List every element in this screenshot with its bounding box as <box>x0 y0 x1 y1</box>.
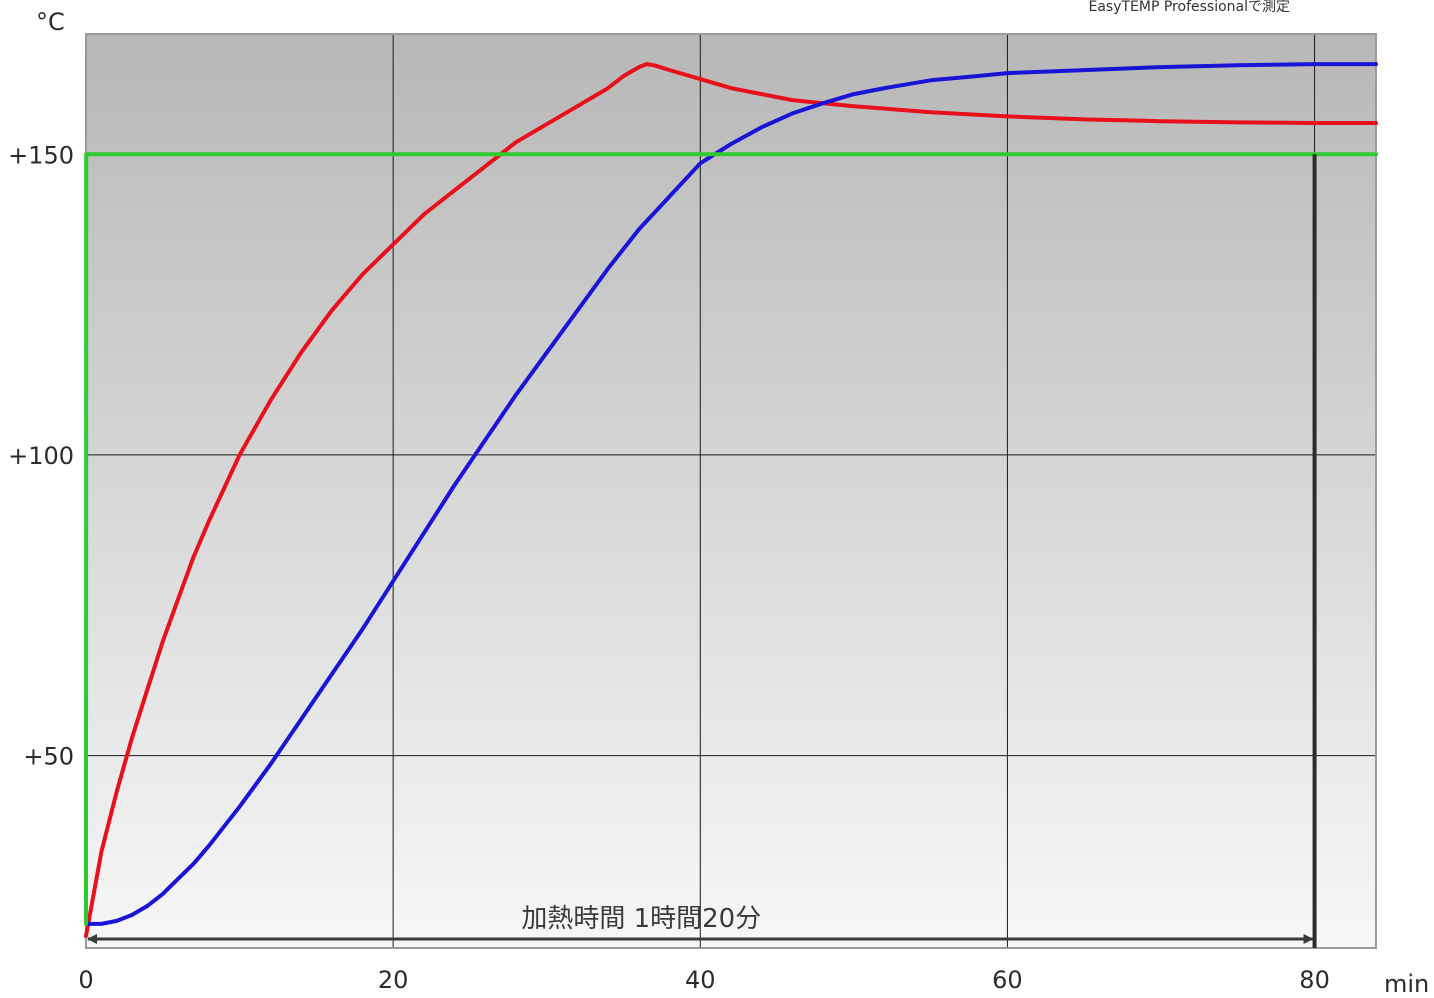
y-tick-label: +150 <box>8 141 74 169</box>
x-tick-label: 60 <box>992 966 1023 994</box>
x-tick-labels: 0 20 40 60 80 <box>78 966 1329 994</box>
x-tick-label: 0 <box>78 966 93 994</box>
y-tick-label: +50 <box>23 743 74 771</box>
y-axis-unit: °C <box>36 8 65 36</box>
series-layer <box>84 62 1378 938</box>
series-line-2 <box>84 62 1378 926</box>
x-tick-label: 20 <box>378 966 409 994</box>
y-tick-label: +100 <box>8 442 74 470</box>
x-axis-unit: min <box>1384 970 1429 998</box>
y-tick-labels: +50 +100 +150 <box>8 141 74 770</box>
annotation-layer: 加熱時間 1時間20分 <box>87 904 1314 944</box>
series-line-1 <box>84 62 1378 938</box>
x-tick-label: 40 <box>685 966 716 994</box>
credit-note: EasyTEMP Professionalで測定 <box>1088 0 1290 15</box>
x-tick-label: 80 <box>1299 966 1330 994</box>
series-line-3 <box>84 152 1378 926</box>
duration-label: 加熱時間 1時間20分 <box>521 904 761 934</box>
plot-area <box>86 34 1376 948</box>
